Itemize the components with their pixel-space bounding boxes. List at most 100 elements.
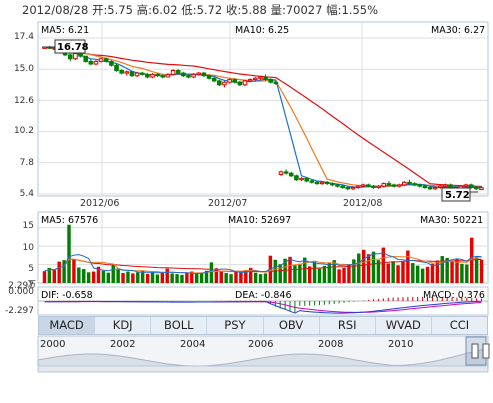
price-candle-body [366, 184, 371, 187]
volume-bar [62, 260, 66, 283]
volume-bar [371, 251, 376, 283]
price-candle-body [93, 60, 99, 65]
tab-obv[interactable]: OBV [264, 317, 320, 334]
volume-bar [396, 265, 400, 283]
volume-bar [460, 263, 464, 283]
price-candle-body [206, 75, 212, 79]
price-candle-body [396, 184, 402, 187]
volume-bar [303, 257, 307, 283]
price-candle-body [88, 60, 94, 65]
price-candle-body [463, 184, 469, 187]
volume-y-tick: 15 [22, 221, 34, 231]
volume-bar [283, 258, 287, 283]
price-candle-body [283, 171, 289, 174]
price-ma10-line [44, 46, 482, 188]
price-candle-body [381, 183, 387, 187]
price-candle-body [407, 181, 412, 185]
macd-dif-line [44, 300, 482, 314]
macd-dea-label: DEA: -0.846 [235, 290, 292, 301]
macd-value-label: MACD: 0.376 [423, 290, 485, 301]
tab-cci[interactable]: CCI [449, 318, 470, 332]
volume-y-tick: 10 [22, 243, 34, 253]
price-candle-body [242, 80, 248, 86]
volume-bar [121, 273, 125, 283]
volume-bar [312, 261, 317, 283]
price-candle-body [432, 187, 438, 190]
volume-bar [234, 271, 238, 283]
timeline-label: 2002 [110, 339, 136, 350]
price-candle-body [252, 77, 258, 81]
price-candle-body [473, 187, 479, 190]
price-x-tick: 2012/07 [208, 198, 248, 209]
price-candle-body [227, 79, 232, 83]
price-panel [37, 21, 489, 197]
volume-bar [298, 263, 302, 283]
volume-bar [67, 224, 71, 283]
price-candle-body [360, 184, 366, 187]
volume-bar [86, 272, 91, 283]
price-candle-body [103, 58, 109, 62]
volume-bar [342, 267, 346, 283]
volume-bar [96, 266, 101, 283]
volume-bar [204, 270, 209, 283]
volume-bar [263, 273, 268, 283]
volume-bar [415, 265, 420, 283]
volume-bar [249, 267, 253, 283]
volume-bar [57, 261, 61, 283]
volume-bar [361, 249, 366, 283]
price-candle-body [479, 187, 484, 190]
volume-bar [470, 237, 474, 283]
tab-kdj[interactable]: KDJ [95, 317, 152, 334]
price-candle-body [438, 185, 443, 188]
volume-bar [155, 274, 160, 283]
macd-dif-label: DIF: -0.658 [41, 290, 93, 301]
price-candle-body [160, 75, 166, 78]
price-y-tick: 7.8 [19, 158, 34, 168]
low-annotation-box [441, 187, 471, 202]
macd-y-tick: -2.297 [4, 306, 34, 316]
volume-bar [106, 272, 111, 283]
tab-psy[interactable]: PSY [207, 317, 264, 334]
volume-bar [425, 266, 430, 283]
volume-ma5-label: MA5: 67576 [41, 215, 99, 226]
volume-bar [229, 274, 233, 283]
quote-header: 2012/08/28 开:5.75 高:6.02 低:5.72 收:5.88 量… [22, 3, 378, 17]
volume-ma10-label: MA10: 52697 [228, 215, 292, 226]
volume-bar [386, 263, 390, 283]
price-candle-body [294, 175, 299, 181]
volume-bar [91, 271, 96, 283]
price-candle-body [417, 184, 423, 187]
volume-bar [376, 260, 381, 283]
price-candle-body [376, 185, 381, 188]
timeline-history-area [37, 347, 489, 367]
volume-bar [214, 268, 219, 283]
price-candle-body [278, 171, 284, 175]
volume-bar [327, 262, 332, 283]
price-candle-body [191, 73, 196, 78]
macd-y-tick: 0.000 [8, 287, 34, 297]
price-ma30-label: MA30: 6.27 [431, 25, 486, 36]
price-candle-body [165, 73, 171, 78]
price-candle-body [134, 72, 140, 77]
volume-bar [160, 271, 165, 283]
tab-rsi[interactable]: RSI [320, 317, 376, 334]
price-candle-body [222, 81, 227, 86]
tab-wvad[interactable]: WVAD [376, 317, 432, 334]
price-candle-body [186, 75, 191, 78]
volume-bar [317, 268, 322, 283]
volume-bar [190, 271, 194, 283]
volume-bar [72, 259, 76, 283]
volume-bar [170, 273, 174, 283]
macd-y-tick: 2.297 [8, 281, 34, 291]
price-candle-body [273, 81, 279, 84]
price-candle-body [181, 72, 186, 77]
price-candle-body [299, 177, 304, 181]
tab-boll[interactable]: BOLL [151, 317, 208, 334]
price-candle-body [330, 183, 335, 186]
low-annotation: 5.72 [445, 190, 470, 201]
price-x-tick: 2012/08 [343, 198, 383, 209]
price-candle-body [258, 76, 263, 79]
volume-bar [253, 272, 258, 283]
tab-macd[interactable]: MACD [39, 317, 96, 334]
